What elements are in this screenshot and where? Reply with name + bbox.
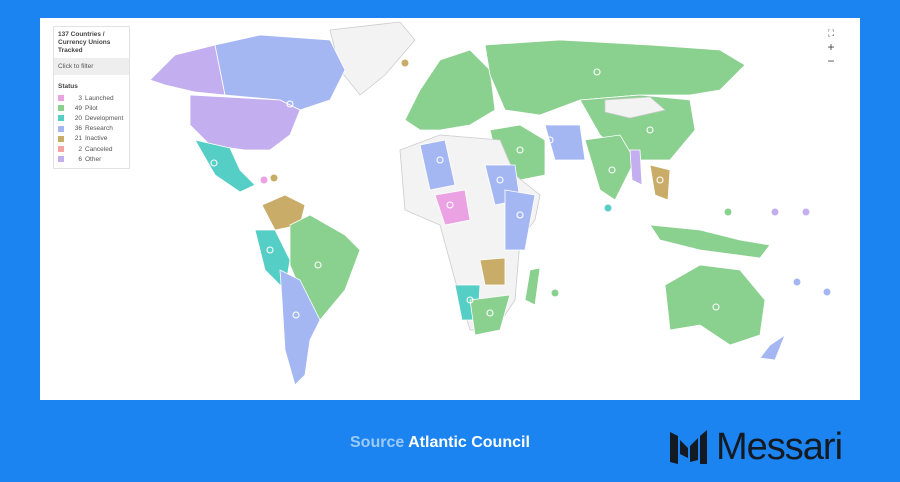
legend-item-development[interactable]: 20 Development xyxy=(54,113,129,123)
region-southern-africa-inactive[interactable] xyxy=(479,257,506,286)
legend-item-other[interactable]: 6 Other xyxy=(54,154,129,168)
legend-label: Inactive xyxy=(85,135,108,143)
legend-item-pilot[interactable]: 49 Pilot xyxy=(54,103,129,113)
region-europe[interactable] xyxy=(404,49,496,131)
map-card: 137 Countries / Currency Unions Tracked … xyxy=(40,18,860,400)
legend-count: 20 xyxy=(74,114,82,122)
legend-count: 6 xyxy=(78,155,82,163)
region-new-zealand[interactable] xyxy=(759,333,786,361)
legend-item-inactive[interactable]: 21 Inactive xyxy=(54,134,129,144)
region-greenland[interactable] xyxy=(329,21,416,96)
swatch-icon xyxy=(58,115,64,122)
region-alaska[interactable] xyxy=(149,44,226,96)
region-usa[interactable] xyxy=(189,94,301,151)
region-southern-cone[interactable] xyxy=(279,269,321,386)
region-australia[interactable] xyxy=(664,264,766,346)
legend-title: 137 Countries / Currency Unions Tracked xyxy=(58,31,111,54)
swatch-icon xyxy=(58,135,64,142)
legend-label: Other xyxy=(85,155,102,163)
legend-label: Canceled xyxy=(85,145,113,153)
legend-count: 2 xyxy=(78,145,82,153)
source-key: Source xyxy=(350,434,405,451)
swatch-icon xyxy=(58,105,64,112)
filter-input[interactable]: Click to filter xyxy=(54,58,129,75)
zoom-in-button[interactable]: + xyxy=(827,40,835,54)
legend-item-launched[interactable]: 3 Launched xyxy=(54,93,129,103)
source-credit: Source Atlantic Council xyxy=(350,434,530,452)
map-controls: ⛶ + − xyxy=(824,26,838,68)
region-mongolia[interactable] xyxy=(604,96,666,119)
region-iran[interactable] xyxy=(544,124,586,161)
legend-label: Launched xyxy=(85,94,114,102)
messari-logo: Messari xyxy=(668,426,843,468)
messari-logo-icon xyxy=(670,430,707,464)
world-map[interactable] xyxy=(40,18,860,400)
swatch-icon xyxy=(58,146,64,153)
region-east-africa[interactable] xyxy=(504,189,536,251)
legend-count: 3 xyxy=(78,94,82,102)
brand-name: Messari xyxy=(716,426,843,468)
legend-item-canceled[interactable]: 2 Canceled xyxy=(54,144,129,154)
source-value: Atlantic Council xyxy=(408,434,530,451)
legend-label: Development xyxy=(85,114,124,122)
zoom-out-button[interactable]: − xyxy=(827,54,835,68)
region-north-south-america[interactable] xyxy=(261,194,306,231)
region-myanmar[interactable] xyxy=(629,149,643,186)
legend-count: 49 xyxy=(74,104,82,112)
region-madagascar[interactable] xyxy=(524,267,541,306)
region-canada[interactable] xyxy=(214,34,346,111)
legend-label: Pilot xyxy=(85,104,98,112)
swatch-icon xyxy=(58,156,64,163)
region-south-africa[interactable] xyxy=(469,294,511,336)
swatch-icon xyxy=(58,95,64,102)
region-mexico[interactable] xyxy=(194,139,256,193)
region-brazil[interactable] xyxy=(289,214,361,321)
region-west-africa[interactable] xyxy=(419,139,456,191)
legend-status-heading: Status xyxy=(58,83,78,90)
legend-item-research[interactable]: 36 Research xyxy=(54,124,129,134)
region-indonesia[interactable] xyxy=(649,224,771,259)
fullscreen-button[interactable]: ⛶ xyxy=(827,28,835,38)
legend-panel: 137 Countries / Currency Unions Tracked … xyxy=(53,26,130,169)
region-russia[interactable] xyxy=(484,39,746,116)
swatch-icon xyxy=(58,125,64,132)
legend-count: 36 xyxy=(74,125,82,133)
legend-count: 21 xyxy=(74,135,82,143)
legend-label: Research xyxy=(85,125,113,133)
